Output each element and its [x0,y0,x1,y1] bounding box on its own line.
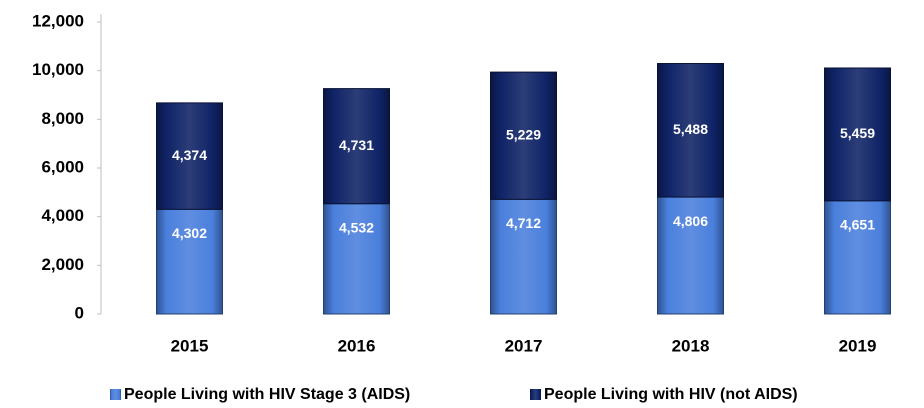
y-tick-label: 0 [75,303,84,322]
data-label: 4,302 [172,225,207,241]
data-label: 5,459 [840,125,875,141]
bar-segment [156,102,223,210]
data-label: 5,488 [673,121,708,137]
y-tick-label: 8,000 [41,109,84,128]
bar-segment [824,67,891,202]
bar-segment [657,63,724,198]
y-tick-label: 6,000 [41,157,84,176]
data-label: 4,532 [339,219,374,235]
bar-segment [323,203,390,315]
y-tick-label: 2,000 [41,255,84,274]
bar-segment [490,198,557,315]
y-tick-label: 10,000 [32,60,84,79]
bar-segment [156,208,223,315]
y-tick-label: 4,000 [41,206,84,225]
data-label: 4,374 [172,147,207,163]
x-tick-label: 2017 [505,336,543,355]
legend-swatch [110,389,121,400]
x-tick-label: 2016 [338,336,376,355]
x-tick-label: 2018 [672,336,710,355]
bar-segment [490,71,557,200]
data-label: 4,712 [506,215,541,231]
bar-segment [323,88,390,205]
bar-segment [824,200,891,315]
y-tick-label: 12,000 [32,11,84,30]
legend-swatch [530,389,541,400]
x-tick-label: 2019 [839,336,877,355]
data-label: 5,229 [506,126,541,142]
data-label: 4,731 [339,137,374,153]
data-label: 4,806 [673,213,708,229]
x-tick-label: 2015 [171,336,209,355]
data-label: 4,651 [840,217,875,233]
legend-label: People Living with HIV Stage 3 (AIDS) [124,386,410,403]
legend-label: People Living with HIV (not AIDS) [544,386,798,403]
